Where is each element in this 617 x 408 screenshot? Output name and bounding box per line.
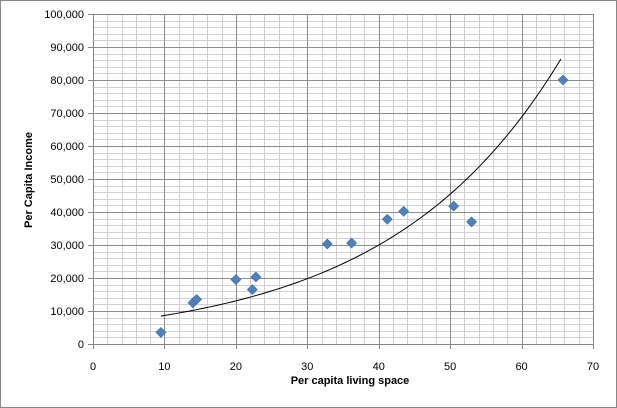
data-point: [381, 213, 393, 225]
y-axis-tick-labels: 0 10,000 20,000 30,000 40,000 50,000 60,000 70,…: [44, 9, 93, 351]
x-tick-label: 30: [301, 361, 313, 373]
x-axis-title: Per capita living space: [291, 375, 410, 387]
y-tick-label: 100,000: [44, 9, 84, 21]
data-point: [191, 293, 203, 305]
data-points: [155, 74, 569, 338]
x-tick-label: 0: [90, 361, 96, 373]
y-tick-label: 10,000: [50, 306, 84, 318]
plot-border: [93, 14, 594, 345]
y-tick-label: 80,000: [50, 75, 84, 87]
trendline-group: [160, 58, 562, 317]
x-tick-label: 10: [158, 361, 170, 373]
x-tick-label: 20: [230, 361, 242, 373]
data-point: [398, 205, 410, 217]
y-tick-label: 70,000: [50, 108, 84, 120]
data-point: [321, 238, 333, 250]
y-tick-label: 90,000: [50, 42, 84, 54]
data-point: [230, 274, 242, 286]
x-tick-label: 60: [515, 361, 527, 373]
data-point: [250, 271, 262, 283]
y-tick-label: 0: [78, 339, 84, 351]
data-point: [246, 284, 258, 296]
y-tick-label: 30,000: [50, 240, 84, 252]
y-tick-label: 40,000: [50, 207, 84, 219]
y-tick-label: 60,000: [50, 141, 84, 153]
data-point: [448, 200, 460, 212]
data-point: [466, 216, 478, 228]
x-axis-tick-labels: 0 10 20 30 40 50 60 70: [90, 344, 599, 373]
x-tick-label: 50: [444, 361, 456, 373]
data-point: [346, 237, 358, 249]
y-axis-title: Per Capita Income: [23, 132, 35, 228]
trendline: [160, 58, 562, 317]
data-point: [155, 326, 167, 338]
data-point: [557, 74, 569, 86]
y-tick-label: 20,000: [50, 273, 84, 285]
x-tick-label: 40: [373, 361, 385, 373]
x-tick-label: 70: [587, 361, 599, 373]
y-tick-label: 50,000: [50, 174, 84, 186]
